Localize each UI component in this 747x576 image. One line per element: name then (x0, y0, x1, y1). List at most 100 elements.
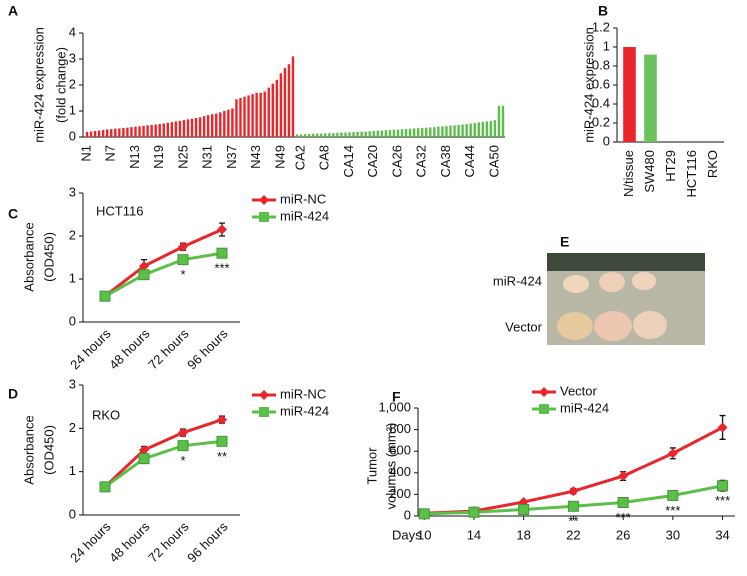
x-tick-label: SW480 (642, 150, 657, 193)
y-tick-label: 4 (69, 24, 76, 39)
annotation: *** (616, 510, 631, 525)
panel-letter: F (392, 389, 401, 405)
marker (418, 508, 430, 520)
bar (101, 129, 105, 137)
bar (623, 47, 636, 142)
x-tick-label: CA2 (292, 145, 307, 170)
marker (667, 489, 679, 501)
bar (263, 91, 266, 137)
bar (328, 133, 331, 137)
y-axis-label: (OD450) (41, 232, 56, 282)
marker (138, 269, 150, 281)
x-tick-label: CA38 (438, 145, 453, 178)
annotation: *** (715, 493, 730, 508)
x-tick-label: N43 (248, 145, 263, 169)
bar (126, 127, 129, 137)
panel-letter: B (598, 3, 608, 19)
bar (416, 128, 420, 137)
subtitle: RKO (92, 407, 120, 422)
bar (388, 129, 392, 137)
bar (138, 126, 141, 137)
y-tick-label: 0 (69, 128, 76, 143)
marker (617, 497, 629, 508)
bar (271, 83, 274, 137)
bar (154, 124, 157, 137)
y-axis-label: Tumor (364, 447, 379, 485)
marker (568, 486, 579, 497)
annotation: ** (568, 514, 578, 529)
x-tick-label: N1 (78, 145, 93, 162)
series-line (104, 439, 223, 489)
bar (437, 126, 440, 137)
y-tick-label: 1 (69, 463, 76, 478)
bar (279, 73, 283, 137)
bar (235, 99, 238, 137)
x-tick-label: 96 hours (184, 519, 231, 566)
panel-letter: C (8, 206, 18, 222)
y-tick-label: 1 (603, 38, 610, 53)
x-tick-label: HT29 (663, 150, 678, 182)
y-axis-label: miR-424 expression (31, 27, 46, 143)
bar (206, 115, 210, 137)
bar (408, 128, 412, 137)
x-tick-label: CA20 (365, 145, 380, 178)
bar (320, 133, 323, 137)
bar (404, 128, 408, 137)
bar (267, 87, 270, 137)
x-tick-label: CA50 (486, 145, 501, 178)
x-tick-label: N13 (127, 145, 142, 169)
series-line (103, 418, 223, 488)
marker (468, 506, 480, 518)
x-tick-label: RKO (705, 150, 720, 178)
bar (473, 122, 476, 137)
marker (178, 241, 188, 252)
bar (497, 105, 501, 137)
x-tick-label: N25 (175, 145, 190, 169)
photo (547, 253, 705, 345)
bar (283, 68, 287, 137)
bar (146, 125, 149, 137)
x-tick-label: 72 hours (145, 519, 192, 566)
bar (239, 98, 242, 137)
bar (644, 54, 657, 142)
bar (255, 92, 258, 137)
bar (481, 121, 484, 137)
x-tick-label: 26 (616, 527, 630, 542)
marker (217, 414, 227, 425)
bar (421, 127, 424, 137)
tumor (633, 311, 667, 339)
bar (275, 79, 279, 137)
x-tick-label: 10 (417, 527, 431, 542)
bar (182, 120, 186, 137)
bar (376, 130, 379, 137)
bar (231, 108, 234, 137)
tumor (594, 311, 632, 341)
y-tick-label: 400 (389, 464, 411, 479)
y-axis-label: Absorbance (21, 415, 36, 484)
bar (380, 130, 384, 137)
photo-label: miR-424 (493, 273, 542, 288)
legend-marker (539, 404, 549, 414)
marker (177, 254, 189, 266)
bar (89, 131, 93, 137)
bar (287, 64, 291, 137)
bar (356, 131, 359, 137)
x-tick-label: 14 (467, 527, 481, 542)
bar (118, 128, 121, 137)
bar (412, 128, 416, 137)
bar (336, 132, 339, 137)
bar (400, 129, 404, 137)
y-tick-label: 0 (69, 506, 76, 521)
bar (190, 118, 194, 137)
bar (429, 127, 432, 137)
ruler (547, 253, 705, 271)
legend-label: Vector (560, 383, 598, 398)
x-tick-label: N49 (272, 145, 287, 169)
bar (142, 125, 145, 137)
bar (489, 120, 493, 137)
x-tick-label: 48 hours (106, 326, 153, 373)
bar (106, 129, 109, 137)
bar (130, 127, 133, 137)
